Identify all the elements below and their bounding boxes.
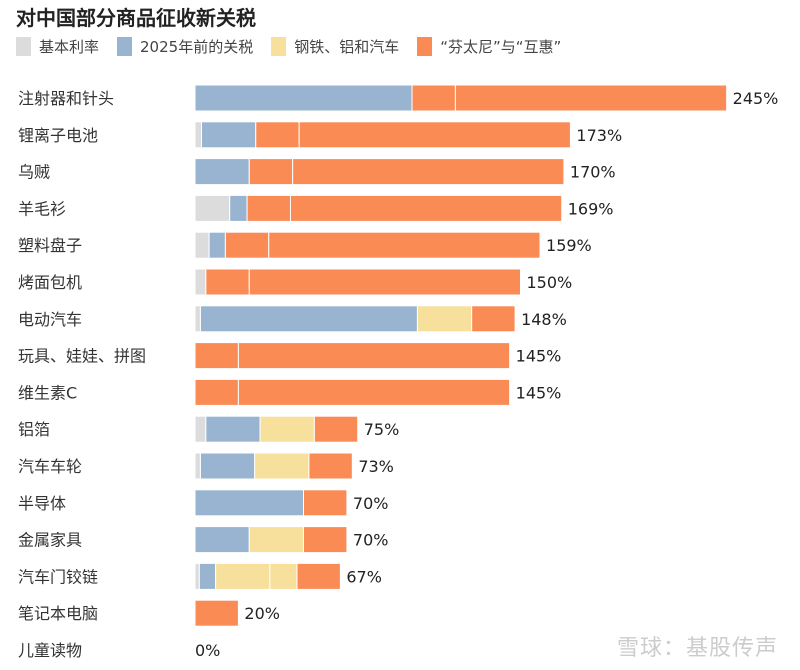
bar-segment xyxy=(199,452,256,480)
legend-item: 2025年前的关税 xyxy=(117,36,253,57)
category-label: 维生素C xyxy=(18,383,77,402)
value-label: 0% xyxy=(195,641,220,660)
value-label: 170% xyxy=(570,163,616,182)
bar-segment xyxy=(471,305,516,333)
bar-segment xyxy=(268,231,541,259)
chart-title: 对中国部分商品征收新关税 xyxy=(16,6,256,30)
legend: 基本利率 2025年前的关税 钢铁、铝和汽车 “芬太尼”与“互惠” xyxy=(16,36,561,57)
category-label: 注射器和针头 xyxy=(18,89,114,108)
value-label: 70% xyxy=(353,494,389,513)
value-label: 75% xyxy=(364,420,400,439)
bar-segment xyxy=(194,231,210,259)
bar-segment xyxy=(237,342,511,370)
bar-segment xyxy=(298,121,571,149)
legend-item: 基本利率 xyxy=(16,36,99,57)
value-label: 150% xyxy=(527,273,573,292)
bar-segment xyxy=(229,194,248,222)
bar-segment xyxy=(194,599,239,627)
category-label: 玩具、娃娃、拼图 xyxy=(18,347,146,366)
bar-segment xyxy=(194,305,201,333)
bar-segment xyxy=(237,378,511,406)
legend-swatch xyxy=(16,37,31,56)
value-label: 67% xyxy=(346,567,382,586)
bar-segment xyxy=(208,231,226,259)
bar-segment xyxy=(248,526,304,554)
category-label: 烤面包机 xyxy=(18,273,82,292)
bar-segment xyxy=(194,526,250,554)
bar-segment xyxy=(254,452,310,480)
bar-segment xyxy=(205,268,250,296)
bar-segment xyxy=(303,489,348,517)
bar-segment xyxy=(248,268,521,296)
category-label: 塑料盘子 xyxy=(18,236,82,255)
legend-swatch xyxy=(117,37,133,56)
bar-segment xyxy=(296,562,341,590)
category-label: 汽车车轮 xyxy=(18,457,82,476)
bar-segment xyxy=(194,489,304,517)
value-label: 70% xyxy=(353,531,389,550)
value-label: 169% xyxy=(568,199,614,218)
bar-segment xyxy=(411,84,456,112)
bar-segment xyxy=(454,84,728,112)
legend-swatch xyxy=(417,37,433,56)
bar-segment xyxy=(194,342,239,370)
bar-segment xyxy=(198,562,217,590)
bar-segment xyxy=(224,231,270,259)
legend-item: 钢铁、铝和汽车 xyxy=(271,36,399,57)
value-label: 245% xyxy=(733,89,779,108)
category-label: 半导体 xyxy=(18,494,66,513)
bar-segment xyxy=(194,194,231,222)
bar-segment xyxy=(292,158,565,186)
value-label: 20% xyxy=(244,604,280,623)
category-label: 乌贼 xyxy=(18,163,50,182)
bar-segment xyxy=(199,305,418,333)
value-label: 159% xyxy=(546,236,592,255)
bar-segment xyxy=(248,158,294,186)
category-label: 汽车门铰链 xyxy=(18,567,98,586)
bar-segment xyxy=(416,305,473,333)
bar-segment xyxy=(246,194,291,222)
value-label: 173% xyxy=(576,126,622,145)
legend-label: 钢铁、铝和汽车 xyxy=(294,38,400,56)
value-label: 145% xyxy=(516,383,562,402)
value-label: 145% xyxy=(516,347,562,366)
legend-label: 基本利率 xyxy=(39,38,100,56)
category-label: 金属家具 xyxy=(18,531,82,550)
category-label: 儿童读物 xyxy=(18,641,82,660)
category-label: 羊毛衫 xyxy=(18,199,66,218)
legend-swatch xyxy=(271,37,287,56)
bar-segment xyxy=(313,415,359,443)
bar-segment xyxy=(308,452,353,480)
watermark: 雪球：基股传声 xyxy=(616,636,778,661)
legend-item: “芬太尼”与“互惠” xyxy=(417,36,561,57)
bar-segment xyxy=(201,121,257,149)
bar-segment xyxy=(269,562,298,590)
bar-segment xyxy=(194,121,203,149)
bar-segment xyxy=(255,121,300,149)
category-label: 铝箔 xyxy=(18,420,50,439)
legend-label: “芬太尼”与“互惠” xyxy=(440,38,562,56)
legend-label: 2025年前的关税 xyxy=(140,38,254,56)
bar-segment xyxy=(194,268,207,296)
bar-segment xyxy=(303,526,348,554)
bar-segment xyxy=(194,415,207,443)
value-label: 148% xyxy=(521,310,567,329)
bar-segment xyxy=(215,562,271,590)
bar-segment xyxy=(205,415,261,443)
category-label: 锂离子电池 xyxy=(18,126,98,145)
category-label: 电动汽车 xyxy=(18,310,82,329)
value-label: 73% xyxy=(358,457,394,476)
category-label: 笔记本电脑 xyxy=(18,604,98,623)
bar-segment xyxy=(194,158,250,186)
bar-segment xyxy=(289,194,563,222)
bar-segment xyxy=(194,562,200,590)
bar-segment xyxy=(194,84,413,112)
bar-segment xyxy=(259,415,315,443)
bar-segment xyxy=(194,452,201,480)
bar-segment xyxy=(194,378,239,406)
